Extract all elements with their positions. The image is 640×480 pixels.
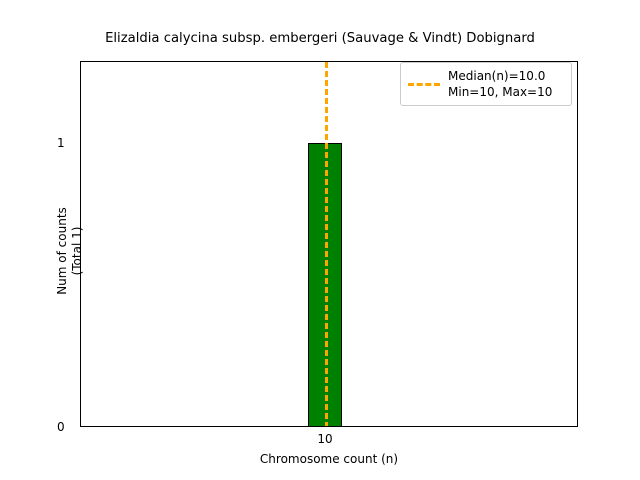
ytick-label-0: 0	[57, 420, 65, 434]
y-axis-label: Num of counts (Total 1)	[55, 207, 84, 295]
median-line	[325, 62, 328, 426]
chart-title: Elizaldia calycina subsp. embergeri (Sau…	[105, 31, 535, 46]
legend-median-line-swatch	[408, 83, 440, 86]
xtick-label-10: 10	[317, 432, 333, 446]
x-axis-label: Chromosome count (n)	[259, 452, 399, 466]
legend-label-minmax: Min=10, Max=10	[448, 85, 553, 99]
legend-text-block: Median(n)=10.0 Min=10, Max=10	[448, 68, 552, 100]
legend[interactable]: Median(n)=10.0 Min=10, Max=10	[400, 62, 572, 106]
plot-area	[80, 61, 578, 427]
legend-label-median: Median(n)=10.0	[448, 69, 546, 83]
ytick-label-1: 1	[57, 136, 65, 150]
